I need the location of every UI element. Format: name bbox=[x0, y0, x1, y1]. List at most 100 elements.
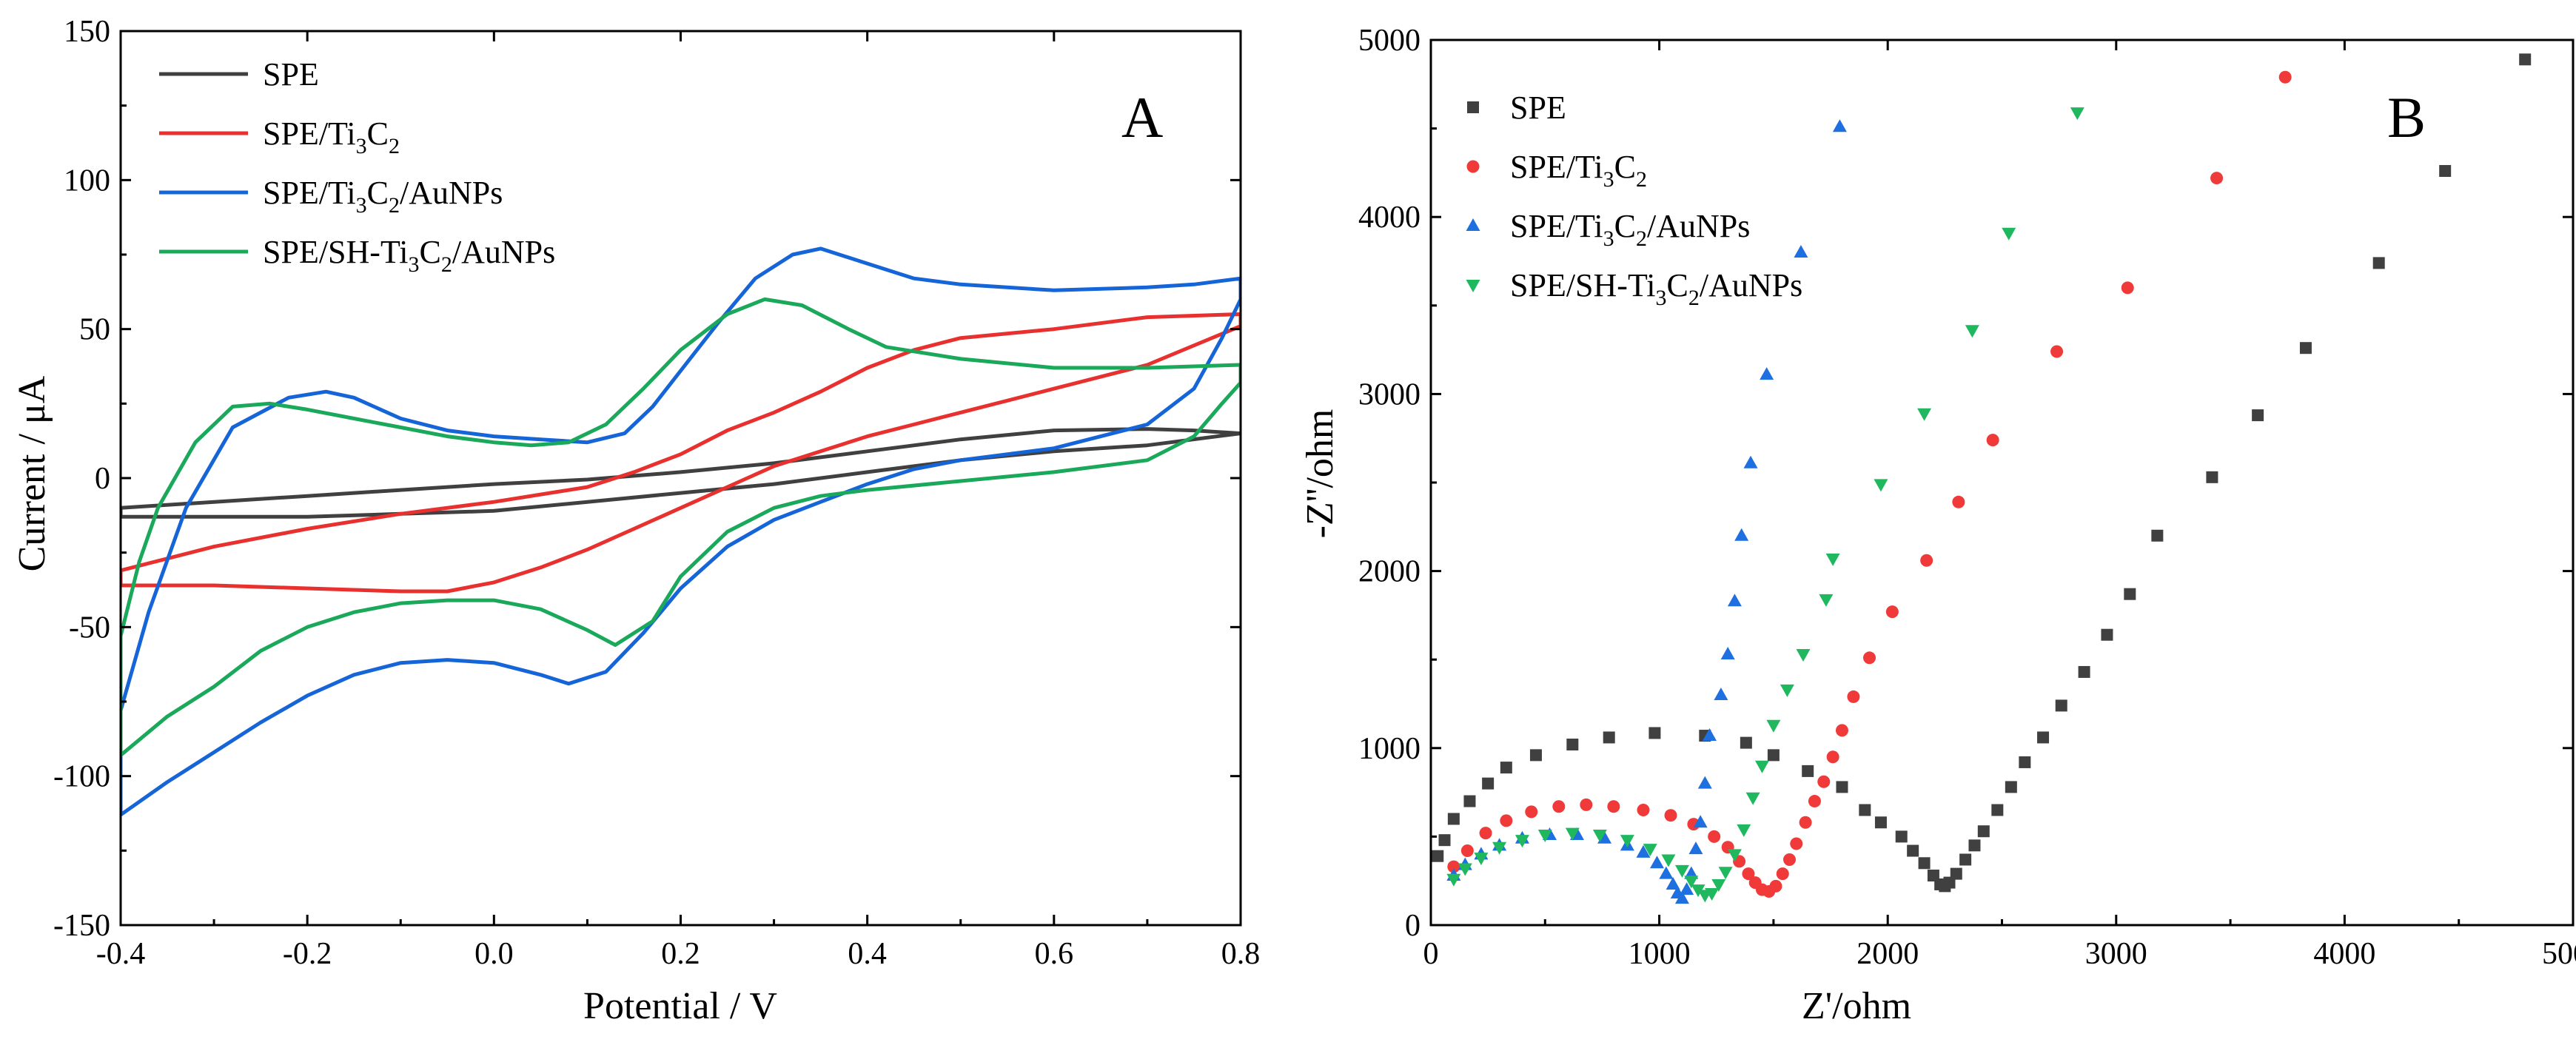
panel-a-series-line-3 bbox=[121, 297, 1241, 757]
panel-b-point-s0-38 bbox=[2252, 409, 2264, 422]
panel-b-point-s2-15 bbox=[1680, 882, 1694, 896]
panel-b-legend-label-2: SPE/Ti3C2/AuNPs bbox=[1510, 208, 1750, 251]
panel-b-point-s1-30 bbox=[1920, 554, 1933, 567]
panel-b-point-s3-10 bbox=[1661, 854, 1676, 867]
panel-b-point-s1-27 bbox=[1847, 690, 1860, 703]
panel-b-point-s1-26 bbox=[1835, 724, 1848, 737]
panel-b-point-s2-22 bbox=[1720, 647, 1735, 660]
panel-b-point-s3-20 bbox=[1745, 792, 1760, 805]
panel-b-point-s3-27 bbox=[1874, 479, 1888, 492]
panel-b-point-s1-18 bbox=[1769, 879, 1782, 893]
panel-b-point-s3-12 bbox=[1684, 876, 1699, 889]
panel-a-legend-label-0: SPE bbox=[263, 56, 319, 93]
panel-b-point-s0-35 bbox=[2124, 588, 2136, 600]
panel-a-letter: A bbox=[1121, 85, 1163, 149]
panel-b-y-tick-label: 4000 bbox=[1358, 201, 1421, 235]
panel-a-series-line-0 bbox=[121, 427, 1241, 519]
panel-b-point-s1-28 bbox=[1863, 651, 1876, 665]
panel-b-x-tick-label: 4000 bbox=[2313, 937, 2375, 971]
panel-b-point-s1-36 bbox=[2278, 70, 2292, 84]
panel-b-point-s1-14 bbox=[1742, 867, 1755, 881]
panel-b-legend-label-3: SPE/SH-Ti3C2/AuNPs bbox=[1510, 267, 1802, 310]
panel-b-x-tick-label: 1000 bbox=[1629, 937, 1691, 971]
panel-b-point-s2-21 bbox=[1714, 688, 1728, 701]
panel-b-point-s2-25 bbox=[1743, 455, 1758, 468]
panel-b-point-s2-17 bbox=[1688, 841, 1703, 855]
panel-a-series-line-2 bbox=[121, 246, 1241, 817]
panel-b-point-s2-28 bbox=[1832, 119, 1847, 132]
panel-b-point-s1-29 bbox=[1885, 605, 1899, 619]
panel-b-point-s1-24 bbox=[1817, 775, 1831, 788]
panel-b-point-s1-34 bbox=[2121, 281, 2134, 295]
panel-a-x-tick-label: 0.8 bbox=[1221, 937, 1261, 971]
panel-b-point-s0-1 bbox=[1438, 834, 1451, 847]
panel-b-point-s3-23 bbox=[1780, 684, 1794, 697]
panel-b-point-s1-20 bbox=[1783, 853, 1797, 866]
panel-b-legend-marker-2 bbox=[1466, 218, 1480, 231]
panel-a-axes-frame bbox=[119, 30, 1242, 927]
panel-a-x-tick-label: -0.2 bbox=[283, 937, 332, 971]
panel-b-point-s2-12 bbox=[1666, 876, 1680, 890]
panel-a-x-tick-label: 0.4 bbox=[848, 937, 887, 971]
panel-b-point-s0-30 bbox=[2019, 756, 2031, 768]
panel-a-axes: -0.4 -0.2 0.0 0.2 0.4 0.6 0.8 -150 -100 -50 0 50 100… bbox=[53, 15, 1260, 971]
panel-b-point-s0-40 bbox=[2372, 257, 2385, 269]
panel-b-point-s3-1 bbox=[1458, 863, 1472, 876]
panel-a-legend: SPE SPE/Ti3C2 SPE/Ti3C2/AuNPs SPE/SH-Ti3C2/… bbox=[159, 56, 555, 277]
panel-a-x-tick-label: 0.6 bbox=[1035, 937, 1074, 971]
panel-b-point-s0-9 bbox=[1648, 727, 1661, 739]
panel-a-x-tick-label: 0.0 bbox=[474, 937, 514, 971]
panel-b-point-s2-24 bbox=[1734, 528, 1749, 541]
panel-b-point-s0-6 bbox=[1529, 749, 1542, 762]
panel-b-point-s1-23 bbox=[1808, 795, 1821, 808]
panel-b-point-s3-22 bbox=[1766, 719, 1781, 733]
panel-b-point-s1-7 bbox=[1607, 800, 1620, 813]
panel-b-legend-marker-0 bbox=[1467, 101, 1479, 113]
panel-b-point-s1-0 bbox=[1447, 860, 1460, 873]
panel-a-y-tick-label: 150 bbox=[64, 15, 110, 49]
panel-a-x-tick-label: 0.2 bbox=[661, 937, 700, 971]
panel-b-y-tick-label: 2000 bbox=[1358, 555, 1421, 589]
panel-b-point-s1-33 bbox=[2050, 345, 2064, 358]
panel-b-point-s3-25 bbox=[1819, 594, 1834, 607]
panel-a-legend-label-2: SPE/Ti3C2/AuNPs bbox=[263, 175, 503, 218]
panel-b-point-s0-41 bbox=[2439, 165, 2452, 178]
panel-b-point-s0-39 bbox=[2299, 342, 2312, 355]
panel-b-point-s3-21 bbox=[1754, 760, 1769, 773]
panel-a-y-tick-label: -150 bbox=[53, 909, 110, 943]
panel-b-point-s3-30 bbox=[2002, 227, 2016, 241]
panel-a-legend-label-1: SPE/Ti3C2 bbox=[263, 115, 400, 158]
panel-b-y-tick-label: 3000 bbox=[1358, 377, 1421, 411]
panel-b-x-tick-label: 0 bbox=[1423, 937, 1439, 971]
panel-b-point-s0-0 bbox=[1432, 850, 1444, 862]
panel-a-y-tick-label: 0 bbox=[95, 462, 110, 496]
panel-b-point-s2-19 bbox=[1697, 776, 1712, 789]
panel-a-x-tick-label: -0.4 bbox=[96, 937, 146, 971]
panel-b-y-tick-label: 5000 bbox=[1358, 24, 1421, 58]
panel-b-point-s0-31 bbox=[2037, 731, 2050, 744]
panel-b-point-s1-1 bbox=[1460, 844, 1474, 858]
panel-b-point-s3-19 bbox=[1737, 824, 1751, 837]
panel-b-point-s3-31 bbox=[2070, 107, 2084, 121]
panel-b-point-s3-17 bbox=[1718, 867, 1733, 880]
panel-b-point-s0-12 bbox=[1767, 749, 1780, 762]
panel-b-point-s1-22 bbox=[1799, 816, 1812, 829]
panel-b-point-s2-18 bbox=[1693, 815, 1708, 828]
panel-b-point-s0-33 bbox=[2078, 665, 2090, 678]
panel-b-point-s3-16 bbox=[1711, 878, 1726, 892]
panel-b-point-s3-29 bbox=[1965, 325, 1979, 338]
panel-b-point-s1-6 bbox=[1580, 798, 1593, 811]
panel-a-legend-label-3: SPE/SH-Ti3C2/AuNPs bbox=[263, 234, 555, 277]
panel-a-y-tick-label: 50 bbox=[79, 313, 110, 347]
panel-b-x-tick-label: 5000 bbox=[2542, 937, 2576, 971]
panel-b-point-s0-3 bbox=[1463, 795, 1476, 807]
panel-b-letter: B bbox=[2387, 85, 2426, 149]
panel-a-y-tick-label: -100 bbox=[53, 760, 110, 794]
panel-b-point-s0-26 bbox=[1968, 839, 1981, 852]
panel-b-y-axis-title: -Z''/ohm bbox=[1299, 409, 1341, 539]
panel-b-point-s3-8 bbox=[1620, 835, 1634, 848]
panel-b-legend-marker-3 bbox=[1466, 280, 1480, 292]
panel-b-point-s0-5 bbox=[1500, 762, 1512, 774]
panel-b-point-s2-11 bbox=[1659, 866, 1674, 879]
